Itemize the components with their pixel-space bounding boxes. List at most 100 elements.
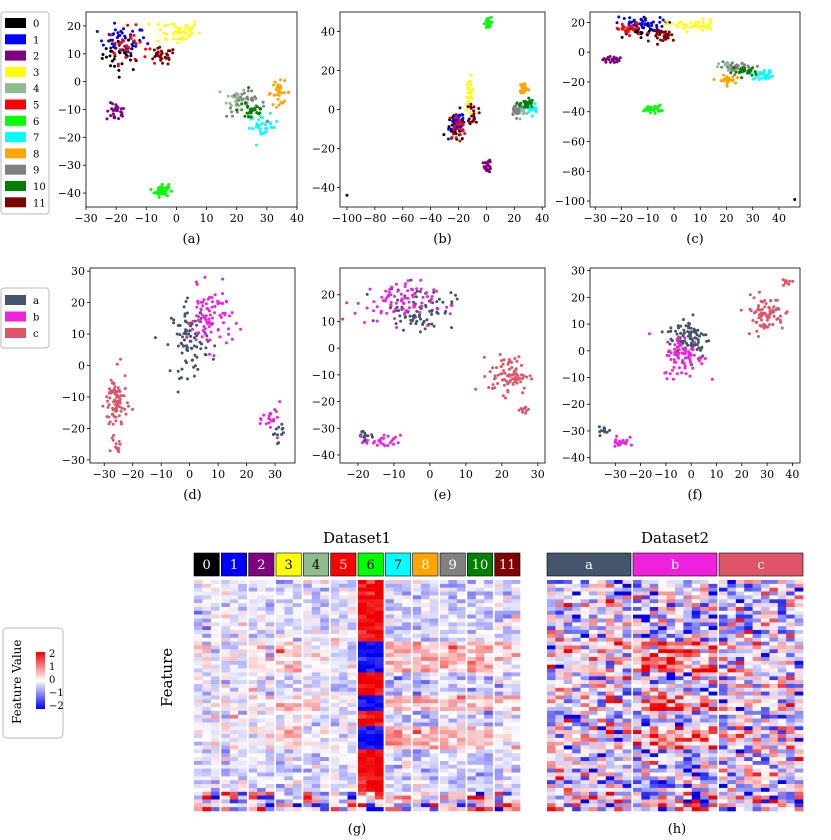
scatter-point [482, 355, 486, 359]
heatmap-cell [412, 649, 422, 654]
scatter-point [221, 292, 224, 296]
scatter-point [362, 321, 366, 324]
heatmap-cell [440, 664, 449, 669]
x-tick-label: 0 [688, 468, 695, 481]
heatmap-cell [221, 664, 230, 669]
heatmap-cell [547, 607, 556, 612]
heatmap-cell [257, 603, 266, 608]
scatter-point [394, 322, 398, 326]
heatmap-cell [339, 660, 348, 666]
heatmap-cell [303, 610, 312, 615]
scatter-point [764, 313, 768, 317]
heatmap-cell [511, 684, 521, 689]
heatmap-cell [347, 603, 357, 608]
heatmap-cell [320, 741, 329, 746]
heatmap-cell [456, 707, 466, 712]
heatmap-cell [467, 768, 476, 773]
scatter-point [203, 327, 207, 331]
heatmap-cell [238, 761, 247, 766]
heatmap-cell [597, 730, 607, 735]
heatmap-cell [284, 734, 294, 739]
heatmap-cell [563, 749, 573, 754]
heatmap-cell [385, 745, 394, 750]
heatmap-cell [393, 753, 403, 758]
heatmap-cell [622, 707, 632, 712]
heatmap-cell [339, 726, 348, 731]
scatter-point [247, 111, 251, 115]
scatter-point [759, 311, 763, 315]
heatmap-cell [221, 680, 230, 685]
scatter-point [700, 24, 703, 28]
heatmap-cell [412, 603, 422, 608]
heatmap-cell [421, 703, 430, 708]
heatmap-cell [421, 580, 430, 585]
heatmap-cell [484, 787, 493, 793]
heatmap-cell [194, 734, 203, 739]
scatter-point [116, 39, 120, 43]
heatmap-cell [605, 730, 615, 735]
scatter-point [658, 20, 662, 24]
scatter-point [107, 403, 111, 407]
heatmap-cell [511, 776, 521, 781]
heatmap-cell [238, 680, 247, 685]
x-tick-label: 0 [426, 468, 433, 481]
scatter-point [187, 322, 191, 326]
scatter-point [274, 93, 278, 97]
heatmap-cell [330, 722, 340, 727]
legend-swatch-5 [5, 99, 26, 110]
heatmap-cell [503, 703, 512, 708]
scatter-point [683, 336, 687, 340]
heatmap-cell [210, 718, 220, 723]
heatmap-cell [580, 680, 590, 685]
heatmap-cell [210, 753, 220, 758]
scatter-point [421, 295, 425, 299]
heatmap-cell [421, 737, 430, 743]
x-tick-label: 40 [785, 468, 799, 481]
heatmap-cell [440, 630, 449, 635]
scatter-point [224, 101, 228, 105]
panel-caption: (c) [686, 232, 703, 247]
heatmap-cell [622, 799, 632, 804]
heatmap-cell [284, 607, 294, 612]
heatmap-cell [511, 626, 521, 631]
heatmap-cell [503, 684, 512, 689]
scatter-point [756, 308, 760, 312]
heatmap-cell [421, 757, 430, 762]
heatmap-cell [402, 591, 411, 596]
heatmap-cell [511, 691, 521, 696]
heatmap-cell [385, 607, 394, 612]
heatmap-cell [210, 714, 220, 719]
heatmap-cell [555, 664, 565, 669]
heatmap-cell [456, 768, 466, 773]
heatmap-cell [440, 595, 449, 600]
heatmap-cell [547, 687, 556, 692]
heatmap-cell [248, 764, 258, 769]
heatmap-cell [467, 764, 476, 769]
scatter-point [230, 110, 234, 114]
heatmap-cell [257, 676, 266, 681]
scatter-point [142, 36, 145, 40]
scatter-point [644, 107, 648, 111]
heatmap-cell [456, 761, 466, 766]
heatmap-cell [412, 591, 422, 596]
x-tick-label: −10 [150, 468, 173, 481]
heatmap-group-header [467, 552, 493, 577]
heatmap-cell [374, 645, 384, 650]
heatmap-cell [633, 580, 642, 585]
heatmap-cell [429, 718, 439, 723]
heatmap-cell [605, 791, 615, 796]
scatter-point [412, 303, 416, 307]
heatmap-cell [385, 703, 394, 708]
heatmap-cell [572, 649, 581, 654]
heatmap-cell [484, 603, 493, 608]
heatmap-cell [358, 664, 367, 669]
scatter-point [420, 304, 424, 308]
heatmap-cell [311, 710, 321, 716]
heatmap-cell [257, 772, 266, 777]
heatmap-cell [503, 630, 512, 635]
scatter-point [130, 42, 134, 46]
heatmap-cell [412, 737, 422, 743]
heatmap-cell [311, 791, 321, 796]
scatter-point [793, 198, 797, 202]
heatmap-cell [374, 799, 384, 804]
